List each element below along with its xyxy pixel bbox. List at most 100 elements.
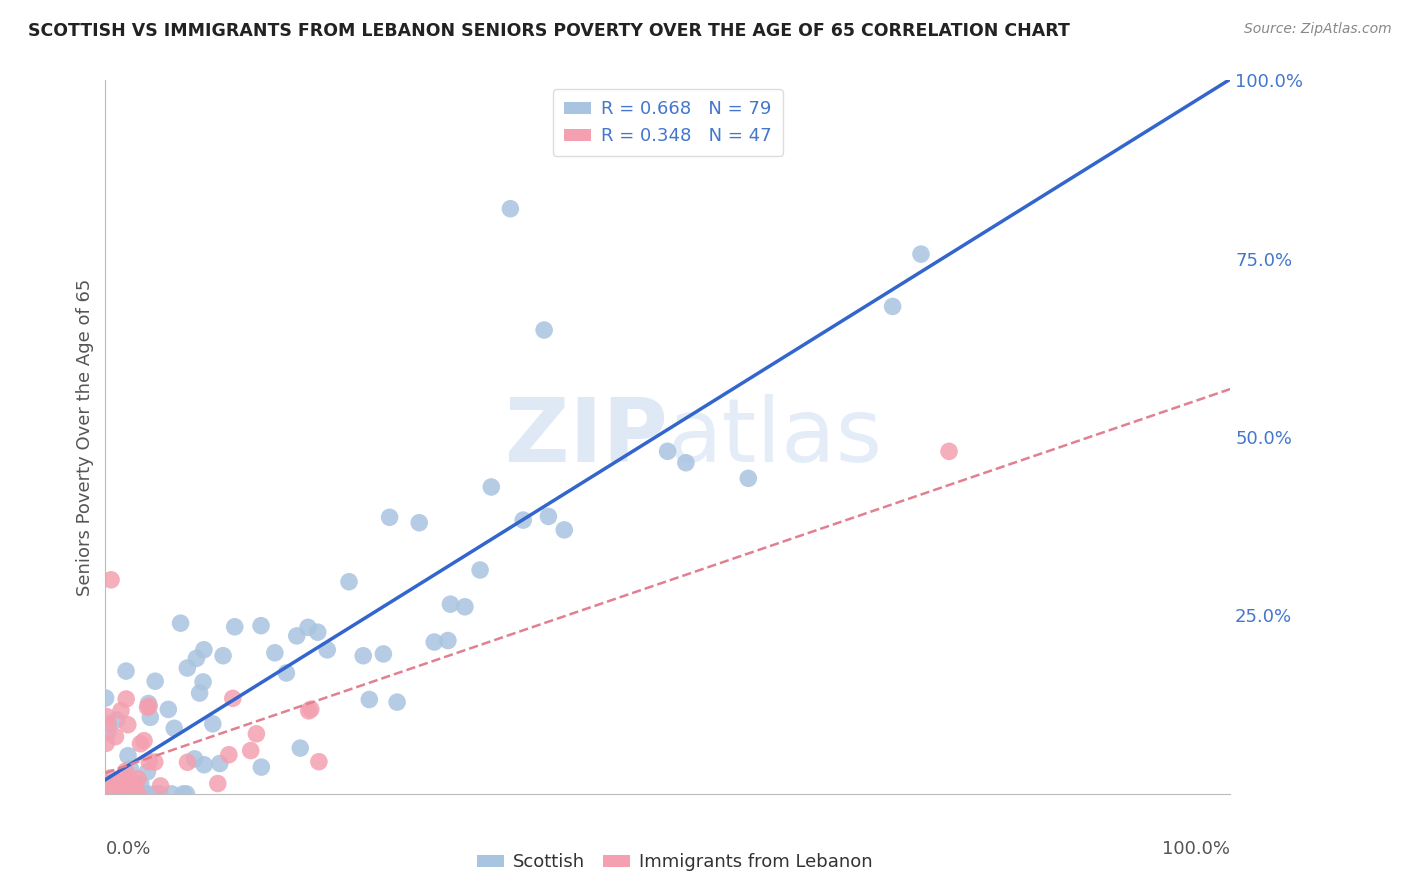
Point xyxy=(97,787,120,801)
Point xyxy=(186,651,208,665)
Point xyxy=(122,787,145,801)
Point xyxy=(122,787,145,801)
Point xyxy=(307,625,329,640)
Point xyxy=(176,661,198,675)
Point xyxy=(96,709,118,723)
Legend: R = 0.668   N = 79, R = 0.348   N = 47: R = 0.668 N = 79, R = 0.348 N = 47 xyxy=(553,89,783,156)
Point xyxy=(136,787,159,801)
Point xyxy=(149,787,172,801)
Point xyxy=(285,629,308,643)
Point xyxy=(121,780,143,794)
Point xyxy=(138,755,160,769)
Point xyxy=(108,780,131,795)
Point xyxy=(172,787,194,801)
Point xyxy=(127,772,149,786)
Point xyxy=(129,787,152,801)
Point xyxy=(138,699,160,714)
Point xyxy=(129,737,152,751)
Point xyxy=(135,787,157,801)
Point xyxy=(207,776,229,790)
Point xyxy=(96,736,118,750)
Point xyxy=(337,574,360,589)
Point xyxy=(737,471,759,485)
Point xyxy=(163,721,186,735)
Point xyxy=(352,648,374,663)
Point xyxy=(224,620,246,634)
Point xyxy=(127,787,149,801)
Point xyxy=(114,764,136,779)
Point xyxy=(100,786,122,800)
Point xyxy=(193,642,215,657)
Text: 100.0%: 100.0% xyxy=(1163,840,1230,858)
Point xyxy=(176,756,198,770)
Text: 0.0%: 0.0% xyxy=(105,840,150,858)
Point xyxy=(378,510,401,524)
Point xyxy=(439,597,461,611)
Point xyxy=(533,323,555,337)
Point xyxy=(157,702,180,716)
Point xyxy=(120,762,142,776)
Text: ZIP: ZIP xyxy=(505,393,668,481)
Point xyxy=(675,456,697,470)
Point xyxy=(103,787,125,801)
Point xyxy=(276,665,298,680)
Point xyxy=(188,686,211,700)
Point xyxy=(103,787,125,801)
Point xyxy=(117,772,139,787)
Point xyxy=(98,771,121,785)
Point xyxy=(537,509,560,524)
Point xyxy=(910,247,932,261)
Point xyxy=(160,787,183,801)
Point xyxy=(308,755,330,769)
Point xyxy=(146,787,169,801)
Point xyxy=(245,727,267,741)
Point xyxy=(125,787,148,801)
Point xyxy=(98,787,121,801)
Point xyxy=(250,618,273,632)
Point xyxy=(101,787,124,801)
Point xyxy=(114,774,136,789)
Point xyxy=(468,563,491,577)
Point xyxy=(657,444,679,458)
Point xyxy=(98,787,121,801)
Point xyxy=(479,480,502,494)
Point xyxy=(105,775,128,789)
Point xyxy=(437,633,460,648)
Point xyxy=(115,664,138,678)
Point xyxy=(115,787,138,801)
Point xyxy=(129,777,152,791)
Point xyxy=(131,787,153,801)
Point xyxy=(104,787,127,801)
Point xyxy=(136,700,159,714)
Point xyxy=(143,755,166,769)
Text: SCOTTISH VS IMMIGRANTS FROM LEBANON SENIORS POVERTY OVER THE AGE OF 65 CORRELATI: SCOTTISH VS IMMIGRANTS FROM LEBANON SENI… xyxy=(28,22,1070,40)
Point xyxy=(105,787,128,801)
Point xyxy=(316,643,339,657)
Point xyxy=(290,741,312,756)
Point xyxy=(408,516,430,530)
Point xyxy=(299,702,322,716)
Point xyxy=(97,717,120,731)
Point xyxy=(499,202,522,216)
Point xyxy=(132,733,155,747)
Point xyxy=(373,647,395,661)
Text: Source: ZipAtlas.com: Source: ZipAtlas.com xyxy=(1244,22,1392,37)
Point xyxy=(120,787,142,801)
Point xyxy=(222,691,245,706)
Point xyxy=(115,692,138,706)
Point xyxy=(138,697,160,711)
Point xyxy=(96,787,118,801)
Point xyxy=(297,620,319,634)
Point xyxy=(104,730,127,744)
Point xyxy=(107,787,129,801)
Y-axis label: Seniors Poverty Over the Age of 65: Seniors Poverty Over the Age of 65 xyxy=(76,278,94,596)
Point xyxy=(218,747,240,762)
Point xyxy=(117,787,139,801)
Point xyxy=(143,674,166,689)
Point xyxy=(250,760,273,774)
Point xyxy=(193,757,215,772)
Point xyxy=(139,710,162,724)
Point xyxy=(212,648,235,663)
Point xyxy=(100,573,122,587)
Point xyxy=(512,513,534,527)
